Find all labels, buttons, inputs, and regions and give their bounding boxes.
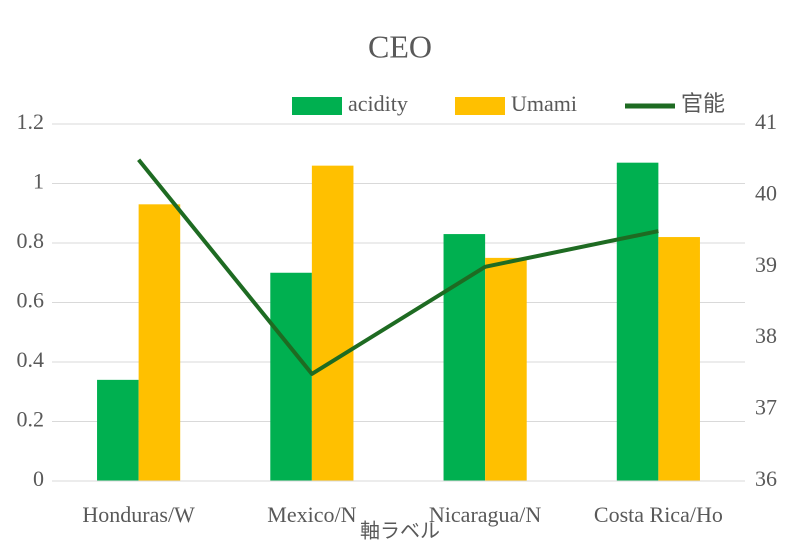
- bar: [658, 237, 700, 481]
- y-tick-label: 0: [33, 466, 44, 491]
- legend-label: acidity: [348, 91, 408, 116]
- y2-tick-label: 40: [755, 180, 777, 205]
- y2-tick-label: 39: [755, 252, 777, 277]
- legend-label: 官能: [681, 91, 725, 116]
- legend-swatch: [455, 97, 505, 115]
- y-tick-label: 0.6: [17, 288, 45, 313]
- x-tick-label: Mexico/N: [267, 502, 356, 527]
- line-series: [137, 158, 659, 376]
- y-tick-label: 0.2: [17, 407, 45, 432]
- bar: [138, 204, 181, 481]
- x-tick-label: Nicaragua/N: [429, 502, 541, 527]
- y2-tick-label: 41: [755, 109, 777, 134]
- x-axis-title: 軸ラベル: [360, 520, 440, 543]
- chart-title: CEO: [368, 28, 432, 64]
- bar: [616, 162, 659, 482]
- x-tick-label: Costa Rica/Ho: [594, 502, 723, 527]
- bar: [97, 379, 139, 481]
- y2-tick-label: 38: [755, 323, 777, 348]
- bar: [270, 272, 312, 481]
- y-tick-label: 0.8: [17, 228, 45, 253]
- x-tick-label: Honduras/W: [82, 502, 195, 527]
- bar: [443, 234, 486, 481]
- y-tick-label: 0.4: [17, 347, 45, 372]
- y-tick-label: 1: [33, 169, 44, 194]
- bar: [311, 165, 354, 481]
- legend-swatch: [292, 97, 342, 115]
- y2-tick-label: 36: [755, 466, 777, 491]
- y2-tick-label: 37: [755, 395, 777, 420]
- legend-label: Umami: [511, 91, 577, 116]
- bar: [485, 257, 527, 481]
- y-tick-label: 1.2: [17, 109, 45, 134]
